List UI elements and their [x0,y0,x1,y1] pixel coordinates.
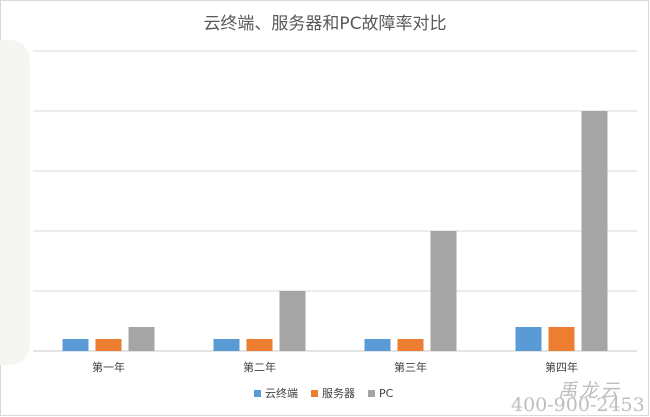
x-tick-label: 第一年 [92,360,125,374]
gridlines [33,50,637,352]
bar-2-3 [397,339,424,351]
legend-swatch [311,390,318,397]
bar-2-2 [246,339,273,351]
bars [62,111,608,351]
bar-1-4 [515,327,542,351]
chart-title: 云终端、服务器和PC故障率对比 [203,14,446,34]
x-tick-label: 第二年 [243,360,276,374]
x-axis: 第一年 第二年 第三年 第四年 [92,360,578,374]
bar-2-4 [548,327,575,351]
legend-label: 服务器 [322,387,355,400]
bar-3-4 [581,111,608,351]
bar-1-1 [62,339,89,351]
scan-blot [0,40,30,365]
bar-1-2 [213,339,240,351]
bar-3-1 [128,327,155,351]
legend-swatch [368,390,375,397]
bar-3-2 [279,291,306,351]
legend: 云终端 服务器 PC [254,386,394,400]
legend-label: PC [379,387,394,400]
x-tick-label: 第四年 [545,360,578,374]
bar-3-3 [430,231,457,351]
legend-label: 云终端 [265,386,298,400]
x-tick-label: 第三年 [394,360,427,374]
bar-2-1 [95,339,122,351]
watermark-logo: 禹龙云 [558,380,622,402]
bar-1-3 [364,339,391,351]
legend-swatch [254,390,261,397]
watermark-phone: 400-900-2453 [511,394,645,416]
